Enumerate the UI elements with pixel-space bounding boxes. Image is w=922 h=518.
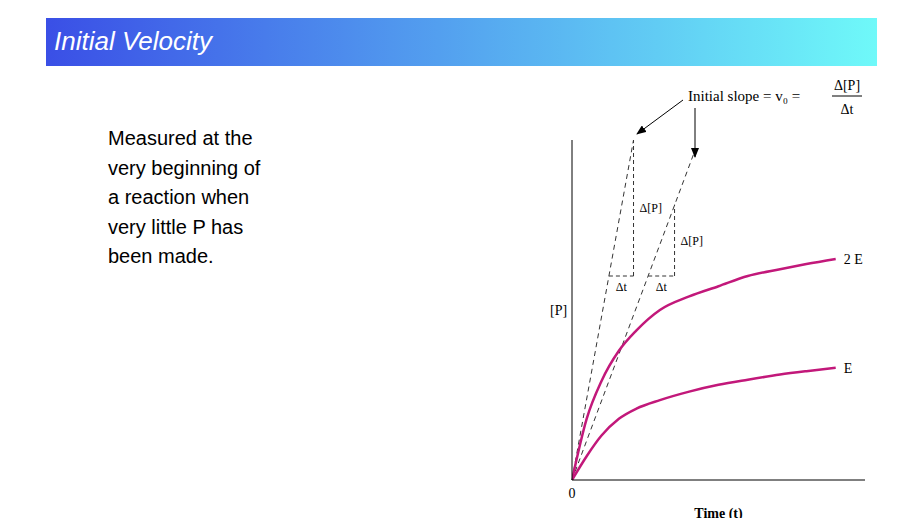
- svg-text:0: 0: [569, 486, 576, 501]
- svg-text:Δ[P]: Δ[P]: [834, 78, 860, 93]
- svg-text:Δt: Δt: [656, 280, 668, 294]
- svg-text:[P]: [P]: [550, 303, 567, 318]
- html-text:a reaction when: a reaction when: [108, 186, 250, 208]
- svg-text:Δt: Δt: [616, 280, 628, 294]
- svg-text:Initial slope = v₀ =: Initial slope = v₀ =: [688, 88, 800, 104]
- html-text:very little P has: very little P has: [108, 215, 244, 238]
- svg-text:Time (t): Time (t): [694, 506, 743, 518]
- svg-text:Δ[P]: Δ[P]: [640, 201, 662, 215]
- html-text:very beginning of: very beginning of: [108, 156, 261, 179]
- svg-text:2 E: 2 E: [844, 252, 863, 267]
- html-text:Initial Velocity: Initial Velocity: [54, 26, 212, 56]
- svg-text:Δt: Δt: [841, 102, 854, 117]
- html-text:Measured at the: Measured at the: [108, 127, 253, 149]
- svg-text:Δ[P]: Δ[P]: [681, 234, 703, 248]
- svg-text:E: E: [844, 361, 853, 376]
- html-text:been made.: been made.: [108, 245, 214, 267]
